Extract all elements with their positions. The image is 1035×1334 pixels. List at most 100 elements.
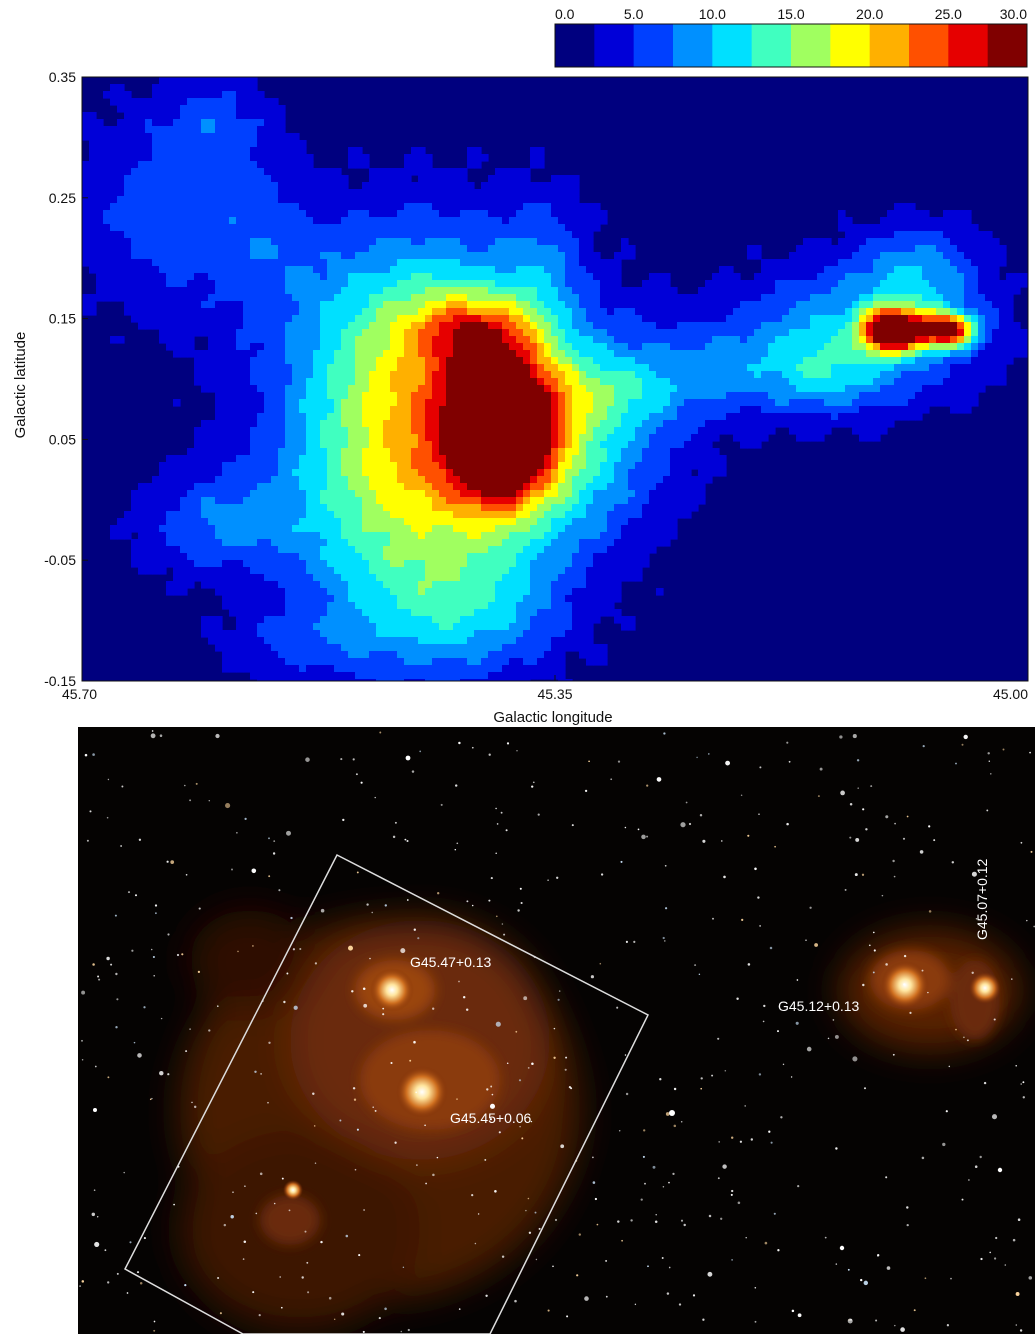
heatmap-cell (376, 406, 384, 414)
heatmap-cell (453, 364, 461, 372)
heatmap-cell (404, 175, 412, 183)
heatmap-cell (418, 175, 426, 183)
heatmap-cell (803, 413, 811, 421)
heatmap-cell (432, 210, 440, 218)
heatmap-cell (992, 245, 1000, 253)
heatmap-cell (488, 189, 496, 197)
heatmap-cell (565, 308, 573, 316)
heatmap-cell (369, 308, 377, 316)
heatmap-cell (208, 203, 216, 211)
heatmap-cell (376, 203, 384, 211)
heatmap-cell (292, 301, 300, 309)
heatmap-cell (614, 441, 622, 449)
heatmap-cell (285, 392, 293, 400)
heatmap-cell (215, 448, 223, 456)
heatmap-cell (845, 259, 853, 267)
heatmap-cell (558, 259, 566, 267)
heatmap-cell (271, 147, 279, 155)
heatmap-cell (180, 322, 188, 330)
heatmap-cell (999, 322, 1007, 330)
heatmap-cell (999, 357, 1007, 365)
heatmap-cell (390, 210, 398, 218)
heatmap-cell (852, 399, 860, 407)
heatmap-cell (607, 308, 615, 316)
heatmap-cell (117, 140, 125, 148)
heatmap-cell (138, 245, 146, 253)
heatmap-cell (474, 469, 482, 477)
heatmap-cell (271, 413, 279, 421)
heatmap-cell (852, 427, 860, 435)
heatmap-cell (698, 322, 706, 330)
heatmap-cell (551, 266, 559, 274)
heatmap-cell (698, 469, 706, 477)
heatmap-cell (481, 336, 489, 344)
heatmap-cell (320, 196, 328, 204)
heatmap-cell (131, 105, 139, 113)
heatmap-cell (999, 343, 1007, 351)
heatmap-cell (523, 182, 531, 190)
heatmap-cell (285, 133, 293, 141)
heatmap-cell (425, 245, 433, 253)
heatmap-cell (439, 371, 447, 379)
heatmap-cell (159, 238, 167, 246)
heatmap-cell (383, 350, 391, 358)
heatmap-cell (691, 301, 699, 309)
heatmap-cell (761, 322, 769, 330)
heatmap-cell (621, 336, 629, 344)
heatmap-cell (229, 287, 237, 295)
heatmap-cell (355, 448, 363, 456)
heatmap-cell (341, 476, 349, 484)
heatmap-cell (334, 224, 342, 232)
heatmap-cell (775, 308, 783, 316)
heatmap-cell (383, 245, 391, 253)
heatmap-cell (873, 301, 881, 309)
heatmap-cell (229, 343, 237, 351)
heatmap-cell (327, 343, 335, 351)
heatmap-cell (600, 287, 608, 295)
heatmap-cell (439, 455, 447, 463)
heatmap-cell (908, 217, 916, 225)
heatmap-cell (250, 371, 258, 379)
heatmap-cell (166, 455, 174, 463)
heatmap-cell (208, 329, 216, 337)
heatmap-cell (481, 189, 489, 197)
heatmap-cell (656, 287, 664, 295)
heatmap-cell (803, 371, 811, 379)
heatmap-cell (341, 448, 349, 456)
heatmap-cell (138, 231, 146, 239)
heatmap-cell (306, 343, 314, 351)
heatmap-cell (313, 364, 321, 372)
heatmap-cell (670, 413, 678, 421)
heatmap-cell (453, 287, 461, 295)
heatmap-cell (355, 343, 363, 351)
heatmap-cell (719, 406, 727, 414)
heatmap-cell (285, 406, 293, 414)
heatmap-cell (754, 392, 762, 400)
heatmap-cell (138, 140, 146, 148)
heatmap-cell (670, 476, 678, 484)
heatmap-cell (670, 406, 678, 414)
heatmap-cell (978, 245, 986, 253)
heatmap-cell (558, 343, 566, 351)
heatmap-cell (194, 301, 202, 309)
heatmap-cell (915, 238, 923, 246)
heatmap-cell (943, 238, 951, 246)
heatmap-cell (355, 245, 363, 253)
heatmap-cell (222, 98, 230, 106)
heatmap-cell (271, 455, 279, 463)
heatmap-cell (642, 343, 650, 351)
heatmap-cell (880, 385, 888, 393)
heatmap-cell (411, 476, 419, 484)
heatmap-cell (383, 252, 391, 260)
heatmap-cell (201, 133, 209, 141)
colorbar-swatches (555, 24, 1028, 67)
heatmap-cell (572, 406, 580, 414)
heatmap-cell (229, 406, 237, 414)
heatmap-cell (649, 301, 657, 309)
heatmap-cell (432, 224, 440, 232)
heatmap-cell (614, 294, 622, 302)
heatmap-cell (768, 406, 776, 414)
heatmap-cell (369, 476, 377, 484)
heatmap-cell (530, 371, 538, 379)
heatmap-cell (740, 441, 748, 449)
